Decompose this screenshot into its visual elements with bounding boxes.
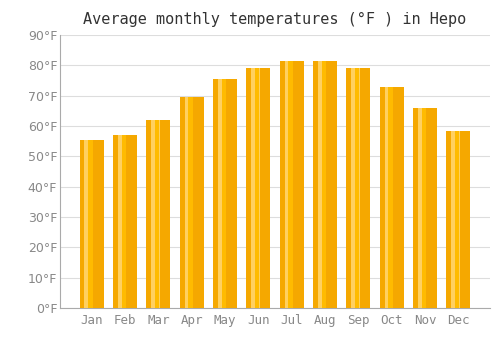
Bar	[418, 108, 426, 308]
Bar	[213, 79, 237, 308]
Bar	[84, 140, 93, 308]
Title: Average monthly temperatures (°F ) in Hepo: Average monthly temperatures (°F ) in He…	[84, 12, 466, 27]
Bar	[380, 86, 404, 308]
Bar	[322, 61, 326, 308]
Bar	[318, 61, 326, 308]
Bar	[352, 68, 360, 308]
Bar	[455, 131, 460, 308]
Bar	[355, 68, 360, 308]
Bar	[218, 79, 226, 308]
Bar	[251, 68, 260, 308]
Bar	[452, 131, 460, 308]
Bar	[118, 135, 126, 308]
Bar	[113, 135, 137, 308]
Bar	[155, 120, 159, 308]
Bar	[146, 120, 171, 308]
Bar	[246, 68, 270, 308]
Bar	[180, 97, 204, 308]
Bar	[188, 97, 192, 308]
Bar	[255, 68, 260, 308]
Bar	[446, 131, 470, 308]
Bar	[384, 86, 393, 308]
Bar	[151, 120, 160, 308]
Bar	[346, 68, 370, 308]
Bar	[288, 61, 292, 308]
Bar	[413, 108, 437, 308]
Bar	[313, 61, 337, 308]
Bar	[284, 61, 293, 308]
Bar	[88, 140, 92, 308]
Bar	[280, 61, 303, 308]
Bar	[122, 135, 126, 308]
Bar	[184, 97, 193, 308]
Bar	[222, 79, 226, 308]
Bar	[388, 86, 392, 308]
Bar	[80, 140, 104, 308]
Bar	[422, 108, 426, 308]
